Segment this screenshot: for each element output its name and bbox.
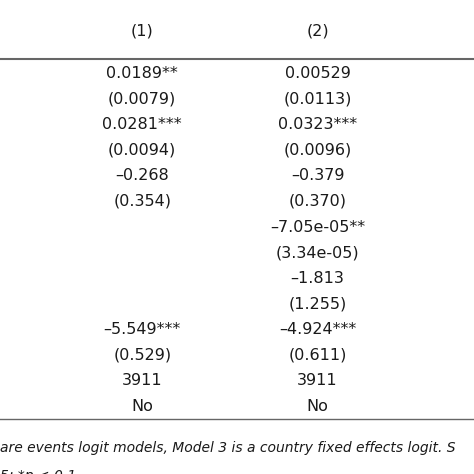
Text: (0.611): (0.611) <box>288 347 347 363</box>
Text: 0.0189**: 0.0189** <box>106 66 178 81</box>
Text: No: No <box>307 399 328 414</box>
Text: –4.924***: –4.924*** <box>279 322 356 337</box>
Text: (2): (2) <box>306 23 329 38</box>
Text: (0.0113): (0.0113) <box>283 91 352 107</box>
Text: (1.255): (1.255) <box>289 296 346 311</box>
Text: are events logit models, Model 3 is a country fixed effects logit. S: are events logit models, Model 3 is a co… <box>0 441 456 455</box>
Text: No: No <box>131 399 153 414</box>
Text: (0.370): (0.370) <box>289 194 346 209</box>
Text: 3911: 3911 <box>122 373 163 388</box>
Text: (1): (1) <box>131 23 154 38</box>
Text: (0.0079): (0.0079) <box>108 91 176 107</box>
Text: 0.00529: 0.00529 <box>285 66 350 81</box>
Text: (0.354): (0.354) <box>113 194 171 209</box>
Text: (0.529): (0.529) <box>113 347 171 363</box>
Text: (0.0096): (0.0096) <box>283 143 352 158</box>
Text: 0.0323***: 0.0323*** <box>278 117 357 132</box>
Text: –0.268: –0.268 <box>115 168 169 183</box>
Text: (3.34e-05): (3.34e-05) <box>276 245 359 260</box>
Text: –5.549***: –5.549*** <box>104 322 181 337</box>
Text: 0.0281***: 0.0281*** <box>102 117 182 132</box>
Text: –1.813: –1.813 <box>291 271 345 286</box>
Text: 5; *p < 0.1.: 5; *p < 0.1. <box>0 469 81 474</box>
Text: (0.0094): (0.0094) <box>108 143 176 158</box>
Text: 3911: 3911 <box>297 373 338 388</box>
Text: –0.379: –0.379 <box>291 168 344 183</box>
Text: –7.05e-05**: –7.05e-05** <box>270 219 365 235</box>
